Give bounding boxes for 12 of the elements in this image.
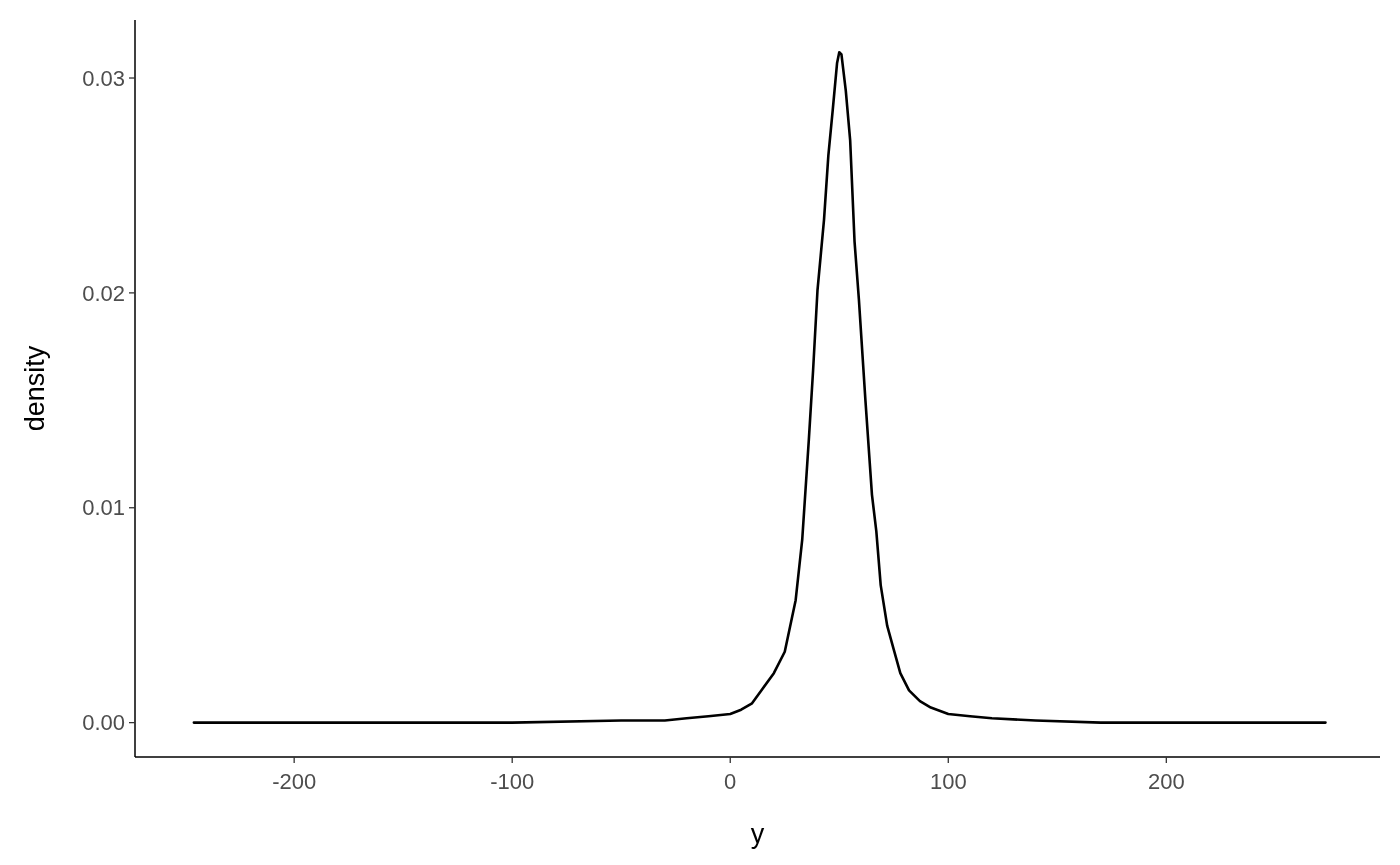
x-tick-label: 100 (929, 769, 967, 794)
y-tick-label: 0.02 (82, 280, 125, 306)
line-series (192, 50, 1327, 724)
x-tick-label: 0 (724, 769, 737, 794)
y-tick-label: 0.01 (82, 495, 125, 521)
y-tick-label: 0.03 (82, 65, 125, 91)
x-tick-label: -200 (272, 769, 317, 794)
x-tick-label: -100 (490, 769, 535, 794)
y-axis-title: density (20, 345, 50, 432)
y-tick-label: 0.00 (82, 710, 125, 736)
x-tick-label: 200 (1147, 769, 1185, 794)
x-axis-title: y (750, 819, 765, 849)
